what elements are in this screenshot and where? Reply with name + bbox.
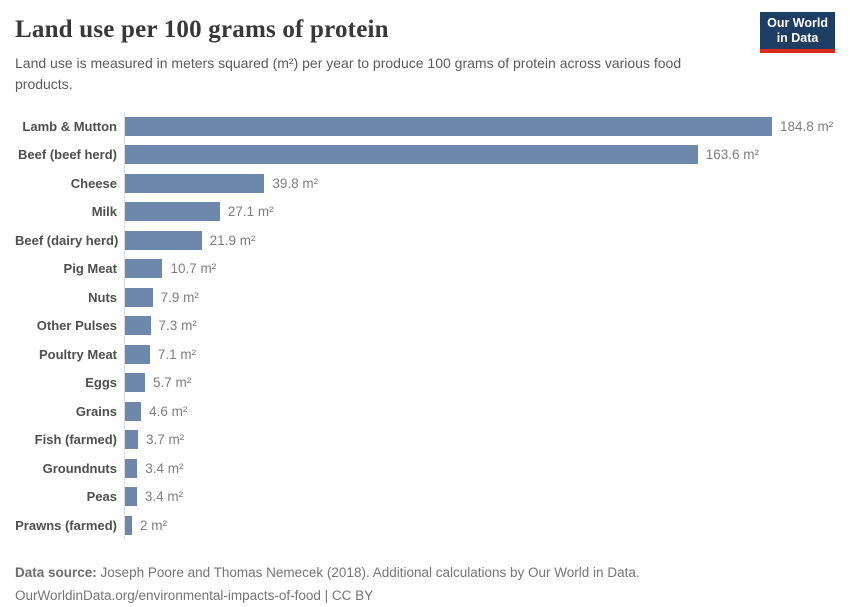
page-title: Land use per 100 grams of protein	[15, 16, 389, 43]
owid-logo-line1: Our World	[767, 16, 828, 30]
data-source-text: Joseph Poore and Thomas Nemecek (2018). …	[100, 564, 640, 580]
bar-value-label: 3.4 m²	[145, 460, 184, 476]
bar[interactable]	[125, 515, 132, 535]
bar-value-label: 10.7 m²	[170, 261, 217, 277]
bar-row: Cheese 39.8 m²	[15, 169, 835, 198]
bar-value-label: 3.7 m²	[145, 432, 185, 448]
bar-value-label: 4.6 m²	[149, 403, 188, 419]
bar[interactable]	[125, 173, 265, 193]
bar-row: Lamb & Mutton 184.8 m²	[15, 112, 835, 141]
owid-logo: Our World in Data	[760, 12, 835, 53]
chart-footer: Data source: Joseph Poore and Thomas Nem…	[15, 561, 835, 607]
bar-row: Beef (beef herd) 163.6 m²	[15, 140, 835, 169]
bar-area: 184.8 m²	[124, 112, 835, 141]
bar[interactable]	[125, 344, 150, 364]
bar-area: 21.9 m²	[124, 226, 835, 255]
bar-value-label: 7.3 m²	[158, 318, 197, 334]
bar[interactable]	[125, 458, 138, 478]
category-label: Groundnuts	[42, 460, 117, 476]
bar-area: 3.4 m²	[124, 454, 835, 483]
bar-value-label: 27.1 m²	[227, 204, 274, 220]
bar-row: Peas 3.4 m²	[15, 482, 835, 511]
bar[interactable]	[125, 202, 220, 222]
bar-row: Beef (dairy herd) 21.9 m²	[15, 226, 835, 255]
category-label: Cheese	[70, 175, 117, 191]
bar[interactable]	[125, 145, 698, 165]
bar-row: Eggs 5.7 m²	[15, 368, 835, 397]
category-label: Fish (farmed)	[34, 432, 117, 448]
bar[interactable]	[125, 401, 142, 421]
bar-area: 3.7 m²	[124, 425, 835, 454]
bar-value-label: 39.8 m²	[272, 175, 319, 191]
bar-row: Milk 27.1 m²	[15, 197, 835, 226]
bar-value-label: 21.9 m²	[209, 232, 256, 248]
category-label: Eggs	[85, 375, 117, 391]
bar-area: 3.4 m²	[124, 482, 835, 511]
bar-area: 7.1 m²	[124, 340, 835, 369]
category-label: Beef (dairy herd)	[15, 232, 119, 248]
chart-header: Land use per 100 grams of protein Land u…	[15, 12, 835, 95]
category-label: Poultry Meat	[38, 346, 117, 362]
bar-area: 4.6 m²	[124, 397, 835, 426]
bar-area: 163.6 m²	[124, 140, 835, 169]
data-source-line: Data source: Joseph Poore and Thomas Nem…	[15, 561, 835, 584]
category-label: Nuts	[88, 289, 117, 305]
owid-logo-line2: in Data	[776, 31, 819, 45]
category-label: Beef (beef herd)	[18, 147, 117, 163]
bar-area: 2 m²	[124, 511, 835, 540]
category-label: Prawns (farmed)	[15, 517, 117, 533]
citation-line: OurWorldinData.org/environmental-impacts…	[15, 587, 374, 603]
header-text: Land use per 100 grams of protein Land u…	[15, 14, 760, 95]
bar-row: Pig Meat 10.7 m²	[15, 254, 835, 283]
bar-row: Other Pulses 7.3 m²	[15, 311, 835, 340]
bar-row: Nuts 7.9 m²	[15, 283, 835, 312]
bar[interactable]	[125, 316, 151, 336]
bar-row: Prawns (farmed) 2 m²	[15, 511, 835, 540]
bar-value-label: 2 m²	[140, 517, 167, 533]
category-label: Lamb & Mutton	[22, 118, 117, 134]
bar-area: 7.3 m²	[124, 311, 835, 340]
data-source-label: Data source:	[15, 564, 97, 580]
bar-value-label: 7.9 m²	[160, 289, 199, 305]
bar[interactable]	[125, 287, 153, 307]
bar-area: 5.7 m²	[124, 368, 835, 397]
bar[interactable]	[125, 430, 138, 450]
category-label: Milk	[91, 204, 117, 220]
bar-area: 10.7 m²	[124, 254, 835, 283]
category-label: Grains	[75, 403, 117, 419]
chart-subtitle: Land use is measured in meters squared (…	[15, 55, 682, 92]
bar[interactable]	[125, 259, 163, 279]
bar-value-label: 3.4 m²	[144, 489, 184, 505]
bar[interactable]	[125, 487, 137, 507]
bar-value-label: 163.6 m²	[705, 147, 760, 163]
bar-row: Groundnuts 3.4 m²	[15, 454, 835, 483]
bar-value-label: 5.7 m²	[152, 375, 192, 391]
bar[interactable]	[125, 230, 202, 250]
category-label: Peas	[86, 489, 117, 505]
bar-row: Fish (farmed) 3.7 m²	[15, 425, 835, 454]
bar-value-label: 184.8 m²	[780, 118, 834, 134]
bar-value-label: 7.1 m²	[157, 346, 197, 362]
bar-chart: Lamb & Mutton 184.8 m² Beef (beef herd) 163…	[15, 112, 835, 540]
category-label: Pig Meat	[63, 261, 117, 277]
category-label: Other Pulses	[36, 318, 117, 334]
bar[interactable]	[125, 373, 145, 393]
bar[interactable]	[125, 116, 772, 136]
bar-row: Poultry Meat 7.1 m²	[15, 340, 835, 369]
bar-area: 7.9 m²	[124, 283, 835, 312]
bar-area: 39.8 m²	[124, 169, 835, 198]
bar-area: 27.1 m²	[124, 197, 835, 226]
bar-row: Grains 4.6 m²	[15, 397, 835, 426]
